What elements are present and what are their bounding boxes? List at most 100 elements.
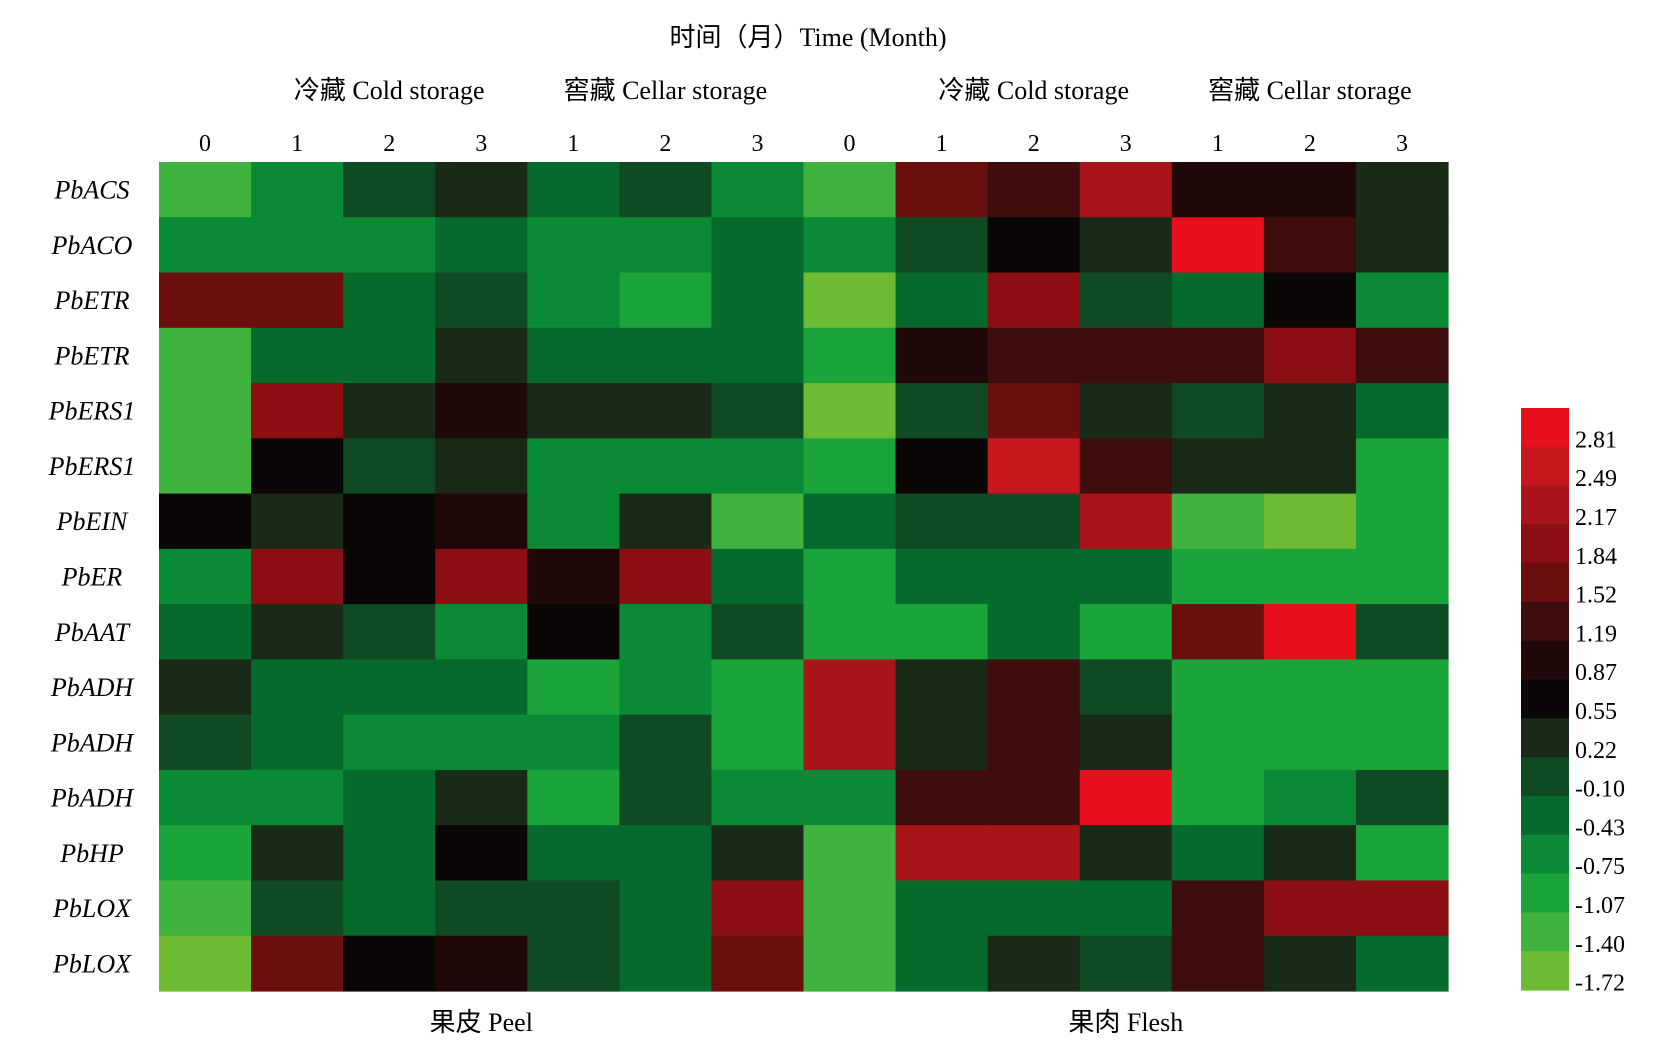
heatmap-cell-r13-c0: [159, 880, 252, 937]
heatmap-cell-r8-c0: [159, 604, 252, 660]
column-label: 3: [475, 131, 487, 157]
storage-group-label: 窖藏 Cellar storage: [1208, 76, 1412, 105]
gene-row-label: PbADH: [50, 728, 135, 757]
heatmap-cell-r0-c12: [1263, 162, 1357, 218]
heatmap-cell-r5-c6: [711, 438, 805, 495]
heatmap-cell-r0-c10: [1079, 162, 1173, 218]
column-label: 3: [1120, 131, 1132, 157]
heatmap-cell-r12-c5: [619, 825, 713, 882]
heatmap-cell-r13-c7: [803, 880, 897, 937]
heatmap-cell-r6-c7: [803, 493, 897, 550]
colorbar-tick-label: 1.19: [1575, 621, 1617, 647]
colorbar-tick-label: 2.49: [1575, 466, 1617, 492]
heatmap-cell-r9-c4: [527, 659, 620, 716]
heatmap-cell-r14-c7: [803, 935, 897, 992]
heatmap-cell-r4-c9: [987, 383, 1081, 439]
heatmap-cell-r7-c12: [1263, 548, 1357, 605]
storage-group-label: 冷藏 Cold storage: [294, 76, 485, 105]
heatmap-cell-r5-c0: [159, 438, 252, 495]
heatmap-cell-r2-c9: [987, 272, 1081, 329]
heatmap-cell-r11-c12: [1263, 769, 1357, 826]
heatmap-cell-r6-c2: [343, 493, 436, 550]
heatmap-cell-r14-c9: [987, 935, 1081, 992]
colorbar-swatch: [1521, 524, 1569, 564]
gene-row-label: PbLOX: [52, 949, 132, 978]
colorbar-tick-label: -0.10: [1575, 777, 1625, 803]
heatmap-cell-r8-c3: [435, 604, 528, 660]
heatmap-cell-r5-c5: [619, 438, 713, 495]
heatmap-cell-r0-c4: [527, 162, 620, 218]
heatmap-cell-r11-c13: [1355, 769, 1449, 826]
heatmap-cell-r12-c6: [711, 825, 805, 882]
heatmap-cell-r8-c6: [711, 604, 805, 660]
heatmap-cell-r5-c9: [987, 438, 1081, 495]
heatmap-cell-r3-c8: [895, 327, 989, 384]
heatmap-cell-r14-c6: [711, 935, 805, 992]
heatmap-cell-r12-c2: [343, 825, 436, 882]
heatmap-cell-r13-c11: [1171, 880, 1265, 937]
heatmap-cell-r8-c9: [987, 604, 1081, 660]
colorbar-swatch: [1521, 640, 1569, 681]
heatmap-cell-r11-c9: [987, 769, 1081, 826]
heatmap-cell-r9-c12: [1263, 659, 1357, 716]
heatmap-cell-r1-c12: [1263, 217, 1357, 274]
colorbar-swatch: [1521, 408, 1569, 448]
heatmap-cell-r9-c2: [343, 659, 436, 716]
gene-row-label: PbERS1: [48, 452, 136, 481]
heatmap-cell-r8-c5: [619, 604, 713, 660]
heatmap-cell-r0-c6: [711, 162, 805, 218]
gene-row-label: PbACO: [51, 231, 133, 260]
heatmap-cell-r13-c2: [343, 880, 436, 937]
column-label: 2: [1028, 131, 1040, 157]
heatmap-cell-r12-c8: [895, 825, 989, 882]
colorbar-tick-label: -0.75: [1575, 854, 1625, 880]
heatmap-cell-r10-c2: [343, 714, 436, 771]
heatmap-cell-r6-c12: [1263, 493, 1357, 550]
heatmap-cell-r8-c12: [1263, 604, 1357, 660]
heatmap-cell-r3-c13: [1355, 327, 1449, 384]
heatmap-cell-r10-c8: [895, 714, 989, 771]
colorbar-tick-label: -1.07: [1575, 893, 1625, 919]
heatmap-cell-r14-c2: [343, 935, 436, 992]
tissue-label: 果皮 Peel: [430, 1008, 533, 1037]
heatmap-cell-r0-c2: [343, 162, 436, 218]
heatmap-cell-r7-c3: [435, 548, 528, 605]
heatmap-cell-r3-c4: [527, 327, 620, 384]
heatmap-cell-r7-c13: [1355, 548, 1449, 605]
heatmap-cell-r6-c10: [1079, 493, 1173, 550]
heatmap-cell-r1-c7: [803, 217, 897, 274]
heatmap-cell-r10-c10: [1079, 714, 1173, 771]
heatmap-cell-r13-c6: [711, 880, 805, 937]
heatmap-cell-r3-c11: [1171, 327, 1265, 384]
colorbar-tick-label: 1.84: [1575, 544, 1617, 570]
heatmap-cell-r11-c5: [619, 769, 713, 826]
heatmap-cell-r2-c6: [711, 272, 805, 329]
colorbar-tick-label: -0.43: [1575, 815, 1625, 841]
heatmap-cell-r9-c13: [1355, 659, 1449, 716]
heatmap-cell-r12-c3: [435, 825, 528, 882]
heatmap-cell-r3-c5: [619, 327, 713, 384]
heatmap-cell-r8-c2: [343, 604, 436, 660]
heatmap-cell-r14-c12: [1263, 935, 1357, 992]
heatmap-cell-r3-c1: [251, 327, 344, 384]
heatmap-cell-r3-c2: [343, 327, 436, 384]
heatmap-cell-r10-c11: [1171, 714, 1265, 771]
heatmap-cell-r9-c11: [1171, 659, 1265, 716]
heatmap-cell-r3-c3: [435, 327, 528, 384]
gene-row-label: PbHP: [59, 839, 124, 868]
colorbar-swatch: [1521, 563, 1569, 603]
colorbar-swatch: [1521, 485, 1569, 525]
heatmap-cell-r11-c3: [435, 769, 528, 826]
heatmap-cell-r0-c11: [1171, 162, 1265, 218]
heatmap-cell-r5-c11: [1171, 438, 1265, 495]
heatmap-cell-r13-c5: [619, 880, 713, 937]
heatmap-cell-r1-c1: [251, 217, 344, 274]
heatmap-cell-r4-c7: [803, 383, 897, 439]
heatmap-cell-r9-c6: [711, 659, 805, 716]
heatmap-cell-r11-c7: [803, 769, 897, 826]
gene-row-label: PbADH: [50, 673, 135, 702]
heatmap-cell-r2-c7: [803, 272, 897, 329]
heatmap-cell-r14-c4: [527, 935, 620, 992]
heatmap-cell-r4-c12: [1263, 383, 1357, 439]
heatmap-cell-r8-c4: [527, 604, 620, 660]
